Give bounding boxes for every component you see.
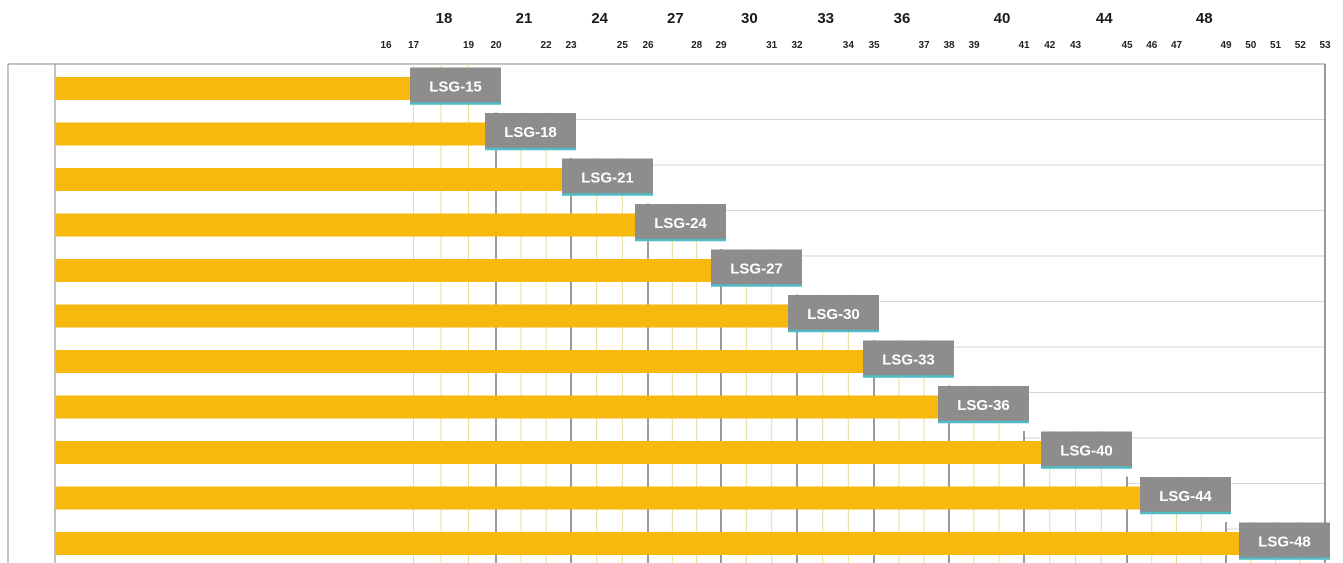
tick-label: 28	[691, 40, 703, 51]
group-label: 21	[516, 10, 533, 27]
tick-label: 25	[617, 40, 629, 51]
tag-lsg-36	[938, 386, 1029, 422]
tick-label: 37	[918, 40, 930, 51]
bar-lsg-18	[55, 122, 486, 146]
tick-label: 49	[1220, 40, 1232, 51]
bar-lsg-33	[55, 350, 864, 373]
tag-lsg-48	[1239, 522, 1330, 559]
tag-lsg-18	[485, 113, 576, 149]
tick-label: 34	[843, 40, 855, 51]
group-label: 18	[436, 10, 453, 27]
bar-lsg-30	[55, 304, 789, 328]
tag-lsg-15	[410, 67, 501, 104]
bar-lsg-44	[55, 486, 1141, 510]
group-label: 48	[1196, 10, 1213, 27]
tag-label: LSG-21	[581, 170, 634, 187]
tick-label: 17	[408, 40, 420, 51]
tag-label: LSG-36	[957, 397, 1010, 414]
tick-label: 26	[642, 40, 654, 51]
bar-lsg-40	[55, 441, 1042, 464]
tag-label: LSG-44	[1159, 488, 1212, 505]
tick-label: 53	[1319, 40, 1331, 51]
tag-lsg-24	[635, 204, 726, 240]
tick-label: 52	[1295, 40, 1307, 51]
tick-label: 46	[1146, 40, 1158, 51]
tag-label: LSG-40	[1060, 443, 1113, 460]
tick-label: 16	[380, 40, 392, 51]
tag-label: LSG-24	[654, 215, 707, 232]
group-label: 30	[741, 10, 758, 27]
tick-label: 41	[1018, 40, 1030, 51]
tick-label: 51	[1270, 40, 1282, 51]
tag-lsg-33	[863, 340, 954, 377]
tag-label: LSG-18	[504, 124, 557, 141]
tick-label: 38	[943, 40, 955, 51]
tick-label: 35	[868, 40, 880, 51]
tick-label: 39	[968, 40, 980, 51]
tick-label: 31	[766, 40, 778, 51]
tag-lsg-40	[1041, 431, 1132, 468]
tag-label: LSG-27	[730, 261, 783, 278]
bar-lsg-36	[55, 395, 939, 419]
group-label: 33	[817, 10, 834, 27]
tick-label: 43	[1070, 40, 1082, 51]
bar-lsg-15	[55, 77, 411, 100]
tick-label: 19	[463, 40, 475, 51]
bar-lsg-24	[55, 213, 636, 237]
group-label: 36	[894, 10, 911, 27]
tick-label: 45	[1121, 40, 1133, 51]
tag-label: LSG-15	[429, 79, 482, 96]
tick-label: 50	[1245, 40, 1257, 51]
tick-label: 22	[540, 40, 552, 51]
bar-lsg-27	[55, 259, 712, 282]
tick-label: 23	[565, 40, 577, 51]
tick-label: 20	[490, 40, 502, 51]
group-label: 27	[667, 10, 684, 27]
tick-label: 32	[791, 40, 803, 51]
bar-lsg-21	[55, 168, 563, 191]
group-label: 24	[591, 10, 608, 27]
tag-lsg-30	[788, 295, 879, 331]
tag-label: LSG-48	[1258, 534, 1311, 551]
tick-label: 29	[715, 40, 727, 51]
bar-lsg-48	[55, 532, 1240, 555]
tag-lsg-44	[1140, 477, 1231, 513]
tag-lsg-27	[711, 249, 802, 286]
tick-label: 47	[1171, 40, 1183, 51]
group-label: 40	[994, 10, 1011, 27]
tag-label: LSG-33	[882, 352, 935, 369]
tag-lsg-21	[562, 158, 653, 195]
group-label: 44	[1096, 10, 1113, 27]
tick-label: 42	[1044, 40, 1056, 51]
tag-label: LSG-30	[807, 306, 860, 323]
